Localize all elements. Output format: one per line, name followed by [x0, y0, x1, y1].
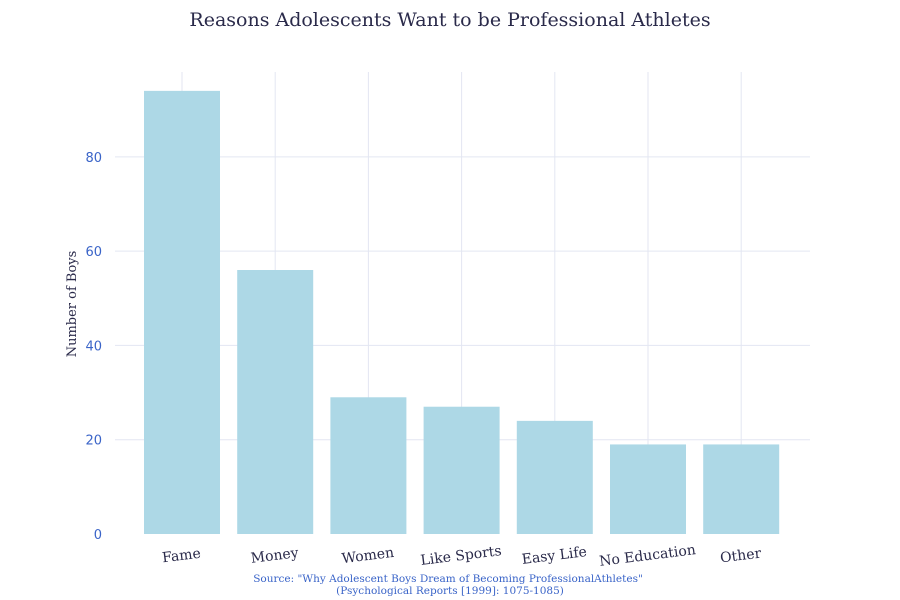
- source-line-2: (Psychological Reports [1999]: 1075-1085…: [336, 585, 564, 597]
- chart-title: Reasons Adolescents Want to be Professio…: [189, 9, 710, 31]
- bar-no-education: [610, 444, 686, 534]
- x-tick-label: Money: [250, 545, 300, 567]
- bar-other: [703, 444, 780, 534]
- bar-women: [330, 397, 407, 534]
- y-tick-label: 20: [85, 434, 102, 449]
- x-axis-ticks: Fame Money Women Like Sports Easy Life No Edu…: [161, 542, 762, 570]
- x-tick-label: Like Sports: [420, 543, 503, 569]
- x-tick-label: No Education: [598, 542, 696, 570]
- y-tick-label: 40: [85, 339, 102, 354]
- bar-easy-life: [516, 420, 593, 534]
- grid: [115, 72, 810, 534]
- x-tick-label: Other: [719, 546, 762, 567]
- bar-like-sports: [423, 406, 500, 534]
- y-tick-label: 0: [94, 528, 102, 543]
- x-tick-label: Fame: [161, 546, 201, 567]
- y-axis-ticks: 0 20 40 60 80: [85, 151, 102, 543]
- y-tick-label: 60: [85, 245, 102, 260]
- y-tick-label: 80: [85, 151, 102, 166]
- x-tick-label: Women: [341, 545, 395, 567]
- bar-money: [237, 270, 314, 534]
- y-axis-label: Number of Boys: [65, 251, 80, 358]
- source-line-1: Source: "Why Adolescent Boys Dream of Be…: [253, 573, 643, 585]
- bar-fame: [144, 90, 220, 534]
- x-tick-label: Easy Life: [521, 544, 588, 568]
- bars: [144, 90, 780, 534]
